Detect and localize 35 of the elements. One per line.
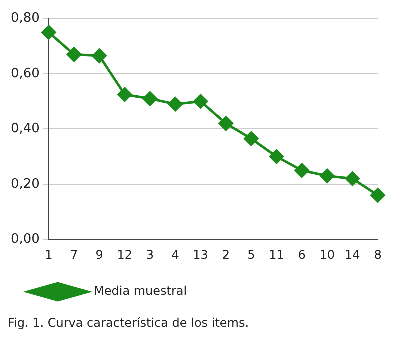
point (320, 168, 335, 184)
y-tick-label: 0,80 (10, 11, 40, 26)
point (218, 116, 234, 131)
point (244, 132, 259, 146)
x-tick-label: 14 (345, 248, 360, 262)
point (118, 87, 132, 102)
point (194, 94, 208, 109)
x-tick-label: 12 (117, 248, 133, 262)
point (42, 25, 56, 40)
x-tick-label: 7 (70, 248, 78, 262)
y-tick-label: 0,20 (10, 176, 40, 192)
x-tick-label: 2 (222, 248, 230, 262)
x-tick-label: 5 (248, 248, 256, 262)
x-tick-label: 8 (374, 248, 382, 262)
legend-label: Media muestral (94, 284, 188, 298)
point (67, 47, 82, 62)
point (345, 172, 360, 186)
x-tick-label: 4 (172, 248, 180, 262)
x-tick-label: 11 (269, 248, 284, 262)
y-tick-label: 0,00 (10, 232, 40, 247)
x-tick-label: 10 (320, 248, 336, 262)
x-tick-label: 9 (96, 248, 104, 262)
point (168, 97, 183, 112)
y-tick-label: 0,40 (10, 122, 40, 137)
point (92, 48, 107, 64)
point (294, 163, 310, 178)
x-tick-label: 1 (45, 248, 53, 262)
point (142, 92, 158, 106)
x-tick-label: 6 (298, 248, 306, 262)
x-tick-label: 13 (193, 248, 208, 262)
y-tick-label: 0,60 (10, 66, 40, 82)
x-tick-label: 3 (146, 248, 154, 262)
point (370, 188, 386, 203)
point (270, 150, 284, 164)
caption: Fig. 1. Curva característica de los items. (8, 316, 250, 330)
